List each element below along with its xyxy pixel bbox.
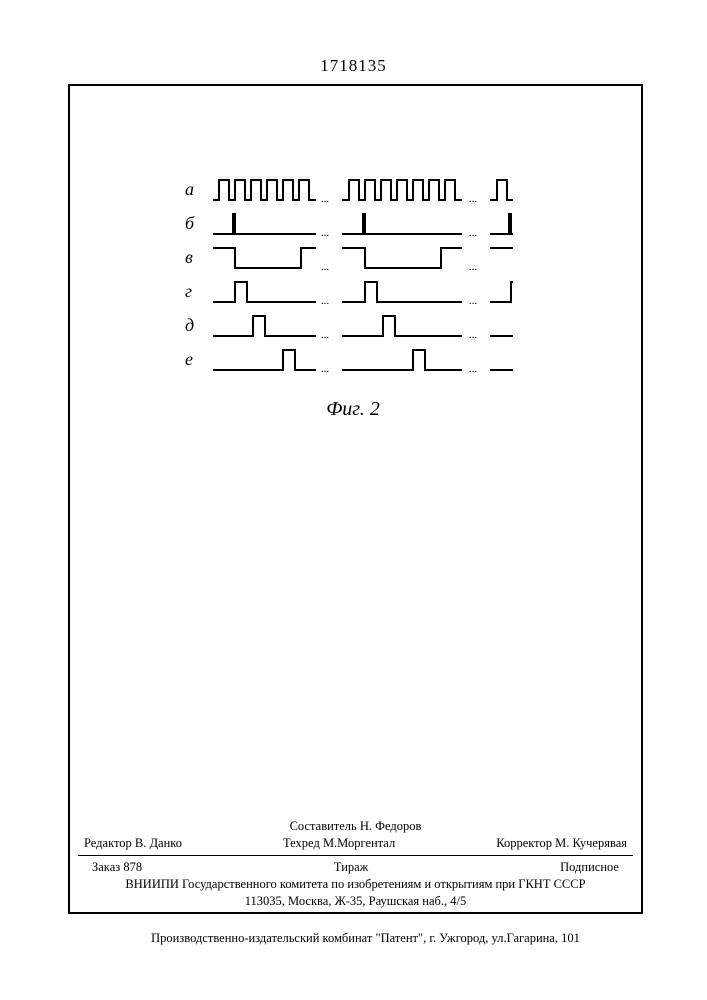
print-line: Производственно-издательский комбинат "П… <box>78 930 653 947</box>
waveform: ...... <box>213 244 513 272</box>
svg-text:...: ... <box>321 227 330 238</box>
footer-credits: Составитель Н. Федоров Редактор В. Данко… <box>68 818 643 922</box>
waveform: ...... <box>213 176 513 204</box>
timing-row: а...... <box>185 176 521 204</box>
editor: Редактор В. Данко <box>84 835 182 852</box>
svg-text:...: ... <box>469 295 478 306</box>
org-line1: ВНИИПИ Государственного комитета по изоб… <box>88 876 623 893</box>
figure-caption: Фиг. 2 <box>185 398 521 421</box>
timing-diagram: а......б......в......г......д......е....… <box>185 176 521 421</box>
compiler-label: Составитель <box>290 819 357 833</box>
divider <box>78 912 633 913</box>
order: Заказ 878 <box>92 859 142 876</box>
timing-row: б...... <box>185 210 521 238</box>
tirazh: Тираж <box>334 859 368 876</box>
tech-editor: Техред М.Моргентал <box>283 835 395 852</box>
row-label: г <box>185 281 213 306</box>
footer-print: Производственно-издательский комбинат "П… <box>68 930 663 947</box>
podpisnoe: Подписное <box>560 859 619 876</box>
svg-text:...: ... <box>469 193 478 204</box>
svg-text:...: ... <box>469 227 478 238</box>
waveform: ...... <box>213 312 513 340</box>
svg-text:...: ... <box>321 329 330 340</box>
timing-row: в...... <box>185 244 521 272</box>
svg-text:...: ... <box>321 295 330 306</box>
credits-row: Редактор В. Данко Техред М.Моргентал Кор… <box>78 835 633 852</box>
svg-text:...: ... <box>321 193 330 204</box>
org-block: ВНИИПИ Государственного комитета по изоб… <box>78 876 633 910</box>
svg-text:...: ... <box>469 261 478 272</box>
waveform: ...... <box>213 346 513 374</box>
row-label: д <box>185 315 213 340</box>
divider <box>78 855 633 856</box>
compiler-line: Составитель Н. Федоров <box>78 818 633 835</box>
row-label: б <box>185 213 213 238</box>
compiler-name: Н. Федоров <box>360 819 422 833</box>
row-label: е <box>185 349 213 374</box>
svg-text:...: ... <box>321 261 330 272</box>
row-label: а <box>185 179 213 204</box>
corrector: Корректор М. Кучерявая <box>496 835 627 852</box>
timing-row: г...... <box>185 278 521 306</box>
svg-text:...: ... <box>469 363 478 374</box>
patent-number: 1718135 <box>0 56 707 76</box>
waveform: ...... <box>213 210 513 238</box>
page: 1718135 а......б......в......г......д...… <box>0 0 707 1000</box>
svg-text:...: ... <box>321 363 330 374</box>
svg-text:...: ... <box>469 329 478 340</box>
row-label: в <box>185 247 213 272</box>
org-line2: 113035, Москва, Ж-35, Раушская наб., 4/5 <box>88 893 623 910</box>
timing-row: д...... <box>185 312 521 340</box>
waveform: ...... <box>213 278 513 306</box>
timing-row: е...... <box>185 346 521 374</box>
order-row: Заказ 878 Тираж Подписное <box>78 859 633 876</box>
